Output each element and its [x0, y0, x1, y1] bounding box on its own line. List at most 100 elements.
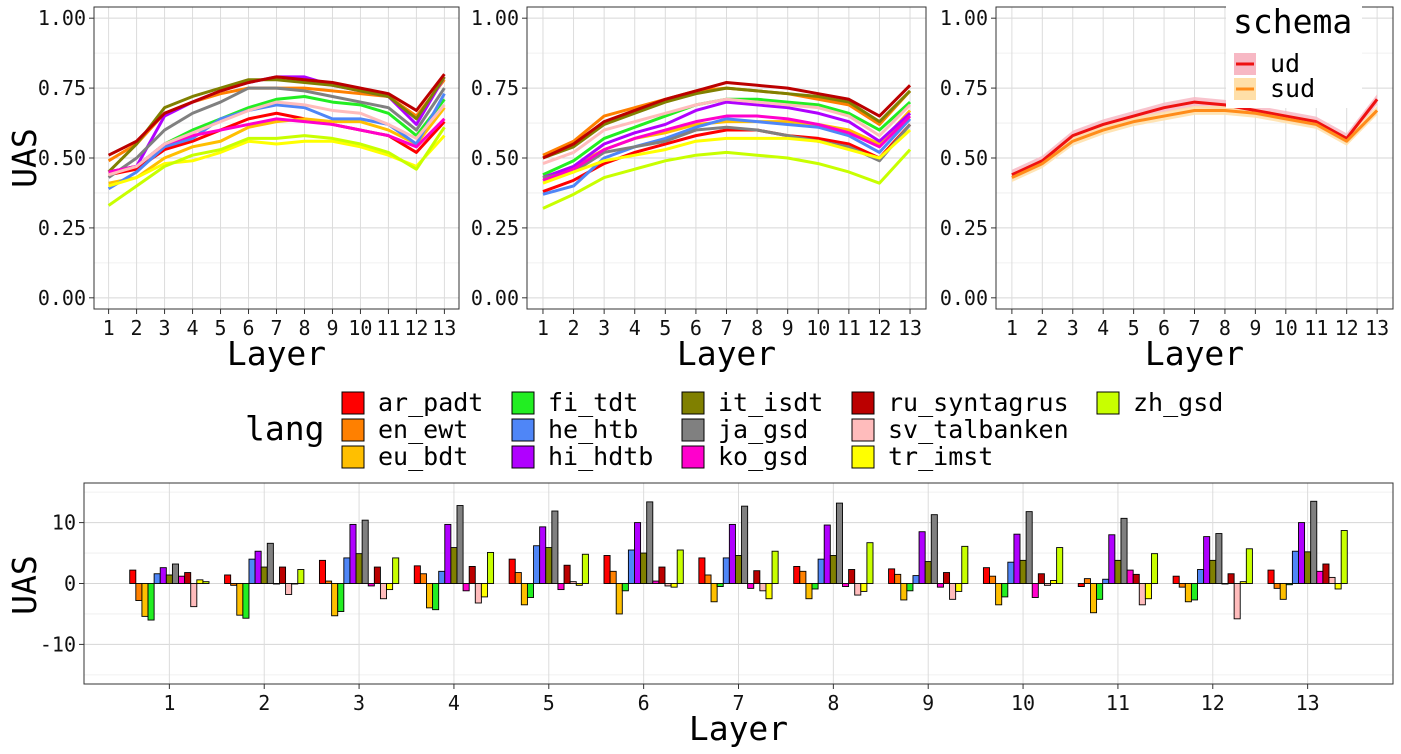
- bar-en_ewt-layer-8: [799, 570, 807, 584]
- bar-ru_syntagrus-layer-13: [1322, 563, 1330, 584]
- bar-zh_gsd-layer-12: [1245, 548, 1253, 584]
- y-tick-label: 1.00: [38, 6, 86, 30]
- line-panel-1: 0.000.250.500.751.001 2 3 4 5 6 7 8 9 10 11 12 13Lay…: [5, 6, 460, 373]
- y-tick-label: 0.75: [38, 76, 86, 100]
- x-tick-label: 13: [898, 316, 922, 340]
- x-tick-label: 12: [1335, 316, 1359, 340]
- bar-ko_gsd-layer-2: [272, 583, 280, 585]
- bar-ja_gsd-layer-13: [1310, 500, 1318, 584]
- bar-eu_bdt-layer-3: [331, 583, 339, 617]
- bar-it_isdt-layer-4: [450, 547, 458, 584]
- bar-ja_gsd-layer-2: [266, 542, 274, 584]
- bar-ja_gsd-layer-12: [1215, 533, 1223, 584]
- legend-key-it_isdt: [681, 391, 705, 415]
- x-tick-label: 11: [376, 316, 400, 340]
- bar-zh_gsd-layer-1: [202, 581, 210, 584]
- bar-zh_gsd-layer-4: [487, 551, 495, 584]
- bar-eu_bdt-layer-6: [615, 583, 623, 615]
- series-line-ar_padt: [542, 123, 912, 193]
- bar-fi_tdt-layer-13: [1285, 583, 1293, 586]
- bar-ko_gsd-layer-1: [178, 575, 186, 584]
- bar-ja_gsd-layer-4: [456, 505, 464, 584]
- bar-fi_tdt-layer-3: [337, 583, 345, 612]
- x-tick-label: 4: [187, 316, 199, 340]
- bar-ar_padt-layer-2: [224, 574, 232, 584]
- bar-he_htb-layer-3: [343, 557, 351, 584]
- x-tick-label: 12: [404, 316, 428, 340]
- bar-ru_syntagrus-layer-3: [373, 566, 381, 584]
- bar-he_htb-layer-10: [1007, 561, 1015, 584]
- bar-it_isdt-layer-12: [1209, 559, 1217, 584]
- bar-he_htb-layer-11: [1102, 578, 1110, 584]
- series-line-ru_syntagrus: [107, 73, 446, 157]
- bar-ar_padt-layer-9: [888, 568, 896, 584]
- y-tick-label: 0.25: [38, 216, 86, 240]
- bar-it_isdt-layer-9: [924, 561, 932, 584]
- legend-label-hi_hdtb: hi_hdtb: [548, 442, 653, 471]
- legend-key-ja_gsd: [681, 418, 705, 442]
- bar-ru_syntagrus-layer-5: [563, 564, 571, 584]
- bar-sv_talbanken-layer-1: [190, 583, 198, 608]
- x-tick-label: 6: [242, 316, 254, 340]
- x-tick-label: 10: [1274, 316, 1298, 340]
- bar-tr_imst-layer-7: [765, 583, 773, 600]
- bar-ko_gsd-layer-8: [842, 583, 850, 587]
- bar-tr_imst-layer-10: [1050, 580, 1058, 584]
- bar-en_ewt-layer-3: [325, 580, 333, 584]
- bar-ar_padt-layer-8: [793, 565, 801, 584]
- y-tick-label: 0.00: [940, 286, 988, 310]
- x-tick-label: 12: [1201, 691, 1225, 715]
- bar-en_ewt-layer-4: [419, 573, 427, 584]
- bar-zh_gsd-layer-11: [1151, 553, 1159, 584]
- bar-ru_syntagrus-layer-2: [279, 566, 287, 584]
- legend-key-zh_gsd: [1096, 391, 1120, 415]
- bar-hi_hdtb-layer-11: [1108, 534, 1116, 584]
- bar-sv_talbanken-layer-6: [664, 583, 672, 587]
- x-tick-label: 8: [751, 316, 763, 340]
- x-tick-label: 10: [348, 316, 372, 340]
- bar-zh_gsd-layer-7: [771, 550, 779, 584]
- legend-key-ru_syntagrus: [851, 391, 875, 415]
- bar-fi_tdt-layer-6: [621, 583, 629, 592]
- legend-key-he_htb: [511, 418, 535, 442]
- legend-key-sv_talbanken: [851, 418, 875, 442]
- legend-label-fi_tdt: fi_tdt: [548, 388, 638, 417]
- x-tick-label: 6: [638, 691, 650, 715]
- y-tick-label: 0: [64, 572, 76, 596]
- y-tick-label: 1.00: [940, 6, 988, 30]
- bar-it_isdt-layer-11: [1114, 559, 1122, 584]
- series-line-sv_talbanken: [542, 97, 912, 166]
- bar-ko_gsd-layer-9: [936, 583, 944, 588]
- bar-tr_imst-layer-12: [1239, 581, 1247, 584]
- series-line-zh_gsd: [107, 126, 446, 207]
- x-axis-title: Layer: [227, 334, 326, 373]
- bar-eu_bdt-layer-4: [426, 583, 434, 609]
- bar-hi_hdtb-layer-5: [539, 526, 547, 584]
- x-axis-title: Layer: [689, 709, 788, 748]
- bar-tr_imst-layer-11: [1144, 583, 1152, 600]
- series-line-eu_bdt: [108, 106, 446, 185]
- y-tick-label: 1.00: [471, 6, 519, 30]
- bar-sv_talbanken-layer-12: [1233, 583, 1241, 620]
- x-tick-label: 11: [837, 316, 861, 340]
- bar-zh_gsd-layer-6: [676, 549, 684, 584]
- series-line-it_isdt: [107, 76, 446, 174]
- y-tick-label: 0.25: [940, 216, 988, 240]
- bar-he_htb-layer-8: [817, 558, 825, 584]
- bar-it_isdt-layer-2: [260, 566, 268, 584]
- series-line-it_isdt: [542, 86, 912, 160]
- series-line-zh_gsd: [542, 148, 912, 210]
- bar-sv_talbanken-layer-5: [569, 581, 577, 584]
- x-tick-label: 3: [1067, 316, 1079, 340]
- bar-tr_imst-layer-5: [575, 583, 583, 586]
- bar-ja_gsd-layer-9: [930, 514, 938, 584]
- bar-en_ewt-layer-6: [609, 570, 617, 584]
- bar-en_ewt-layer-10: [989, 575, 997, 584]
- bar-en_ewt-layer-9: [894, 573, 902, 584]
- bar-ko_gsd-layer-7: [747, 583, 755, 589]
- x-tick-label: 11: [1304, 316, 1328, 340]
- x-tick-label: 5: [215, 316, 227, 340]
- bar-fi_tdt-layer-1: [147, 583, 155, 621]
- bar-eu_bdt-layer-13: [1279, 583, 1287, 600]
